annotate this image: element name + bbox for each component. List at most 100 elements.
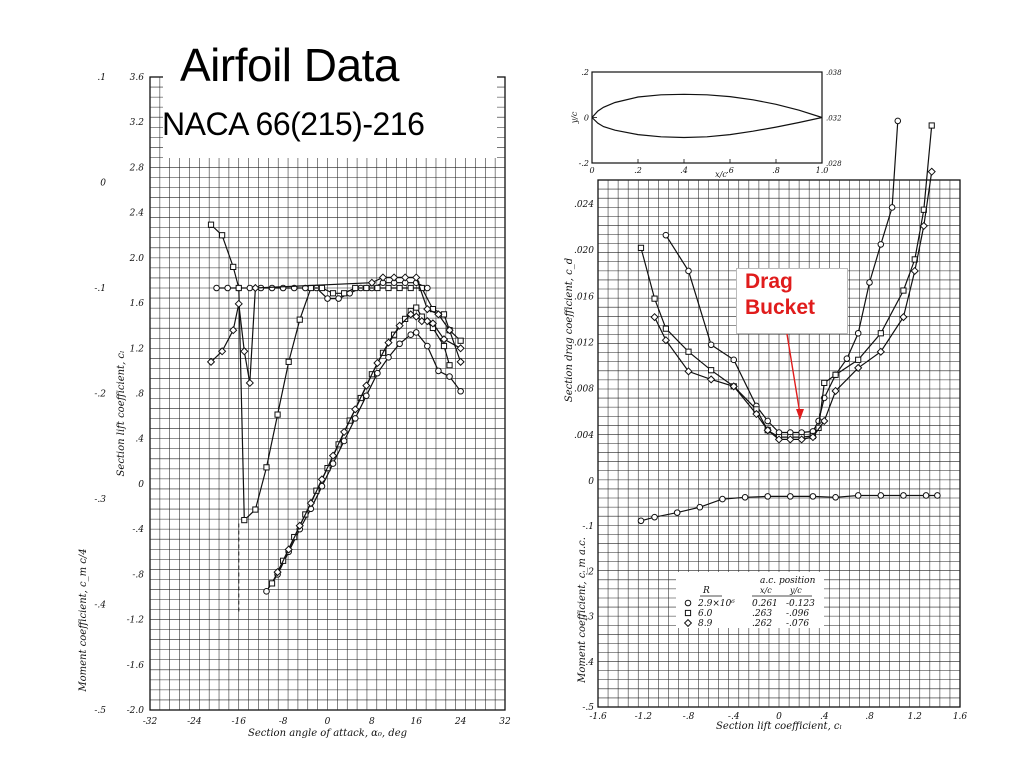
lift-y-tick: 1.6 (130, 299, 145, 309)
profile-x-tick: .2 (634, 166, 642, 175)
lift-circle-point (412, 329, 420, 336)
lift-square-point (413, 304, 420, 311)
lift-x-tick: 32 (499, 717, 511, 727)
legend-sub-y: y/c (789, 586, 802, 595)
profile-y2-tick: .032 (826, 115, 842, 123)
lift-square-point (440, 342, 448, 350)
drag-square-point (821, 379, 828, 386)
drag-square-point (832, 371, 839, 378)
lift-circle-point (340, 437, 348, 445)
drag-square-point (855, 356, 862, 363)
profile-upper-line (591, 93, 823, 119)
lift-moment-tick: -.2 (94, 390, 106, 400)
drag-moment-tick: -.1 (582, 522, 594, 532)
drag-moment-circle-point (854, 492, 862, 499)
lift-moment-diamond-point (389, 273, 399, 282)
drag-x-tick: -1.2 (635, 712, 653, 722)
lift-grid (149, 76, 506, 711)
drag-moment-tick: -.4 (582, 658, 594, 668)
lift-square-point (402, 315, 409, 322)
drag-square-point (877, 330, 884, 337)
drag-circle-point (730, 356, 738, 364)
lift-circle-point (374, 369, 381, 377)
lift-y-tick: 1.2 (130, 344, 145, 354)
lift-diamond-point (417, 317, 426, 326)
lift-moment-diamond-point (423, 304, 432, 314)
lift-diamond-point (406, 310, 415, 319)
drag-diamond-point (752, 409, 761, 419)
lift-y-tick: 2.4 (129, 209, 145, 219)
lift-moment-square-point (341, 290, 348, 297)
drag-square-point (651, 295, 658, 302)
lift-x-label: Section angle of attack, α₀, deg (248, 728, 407, 739)
lift-x-tick: 0 (325, 717, 331, 727)
lift-moment-diamond-point (445, 326, 454, 335)
lift-diamond-point (328, 451, 338, 460)
lift-circle-point (424, 342, 431, 350)
profile-y-tick: 0 (584, 114, 589, 123)
drag-y-tick: .008 (574, 385, 594, 395)
lift-moment-square-point (219, 232, 226, 239)
lift-diamond-point (428, 319, 437, 328)
drag-diamond-point (831, 386, 840, 396)
drag-circle-point (662, 231, 670, 239)
drag-y-tick: .012 (574, 339, 594, 349)
lift-y-tick: 2.0 (129, 254, 145, 264)
drag-square-point (815, 424, 822, 432)
lift-y-tick: 2.8 (129, 163, 145, 173)
drag-diamond-point (661, 336, 670, 345)
drag-diamond-point (899, 313, 908, 322)
title-backdrop (163, 36, 497, 158)
profile-frame (591, 71, 823, 164)
lift-diamond-point (373, 358, 382, 368)
legend-row-r: 2.9×10⁶ (697, 599, 735, 609)
lift-circle-point (407, 331, 415, 339)
lift-square-line (271, 306, 451, 584)
lift-diamond-series (273, 310, 465, 577)
drag-moment-circle-point (809, 493, 817, 500)
drag-circle-point (877, 241, 885, 248)
lift-circle-point (351, 415, 359, 422)
drag-square-point (708, 367, 715, 374)
lift-y-tick: -.4 (132, 525, 144, 535)
drag-circle-point (764, 417, 771, 425)
lift-moment-diamond-point (401, 273, 410, 282)
legend-row-xc: .262 (752, 619, 772, 629)
lift-circle-point (385, 354, 392, 361)
legend-row-xc: 0.261 (752, 599, 778, 609)
lift-y-tick: 0 (138, 480, 144, 490)
drag-moment-circle-point (651, 513, 658, 521)
legend-marker (683, 618, 693, 628)
lift-moment-diamond-point (434, 310, 443, 319)
drag-diamond-point (707, 375, 716, 384)
profile-data (591, 93, 823, 139)
lift-x-tick: -32 (143, 717, 158, 727)
drag-circle-point (843, 355, 851, 362)
drag-x-tick: 1.6 (953, 712, 968, 722)
lift-moment-circle-point (335, 295, 342, 302)
lift-x-tick: 8 (369, 717, 375, 727)
lift-moment-diamond-series (206, 273, 465, 388)
drag-x-tick: 0 (776, 712, 782, 722)
lift-moment-square-point (407, 284, 414, 292)
lift-moment-square-point (285, 358, 292, 365)
drag-diamond-point (808, 433, 818, 442)
drag-y-tick: .020 (574, 246, 594, 256)
drag-diamond-point (876, 347, 885, 356)
drag-bucket-callout: Drag Bucket (736, 268, 848, 334)
lift-y-tick: .8 (135, 390, 144, 400)
drag-circle-point (894, 117, 902, 125)
drag-y-tick: .004 (574, 431, 594, 441)
lift-diamond-point (384, 338, 393, 347)
drag-moment-circle-point (832, 493, 839, 501)
lift-moment-square-point (385, 284, 392, 292)
lift-y-tick: 3.6 (130, 73, 145, 83)
drag-diamond-series (650, 167, 936, 444)
lift-moment-circle-point (279, 284, 287, 292)
callout-line-1: Drag (745, 270, 793, 293)
lift-x-tick: -16 (232, 717, 247, 727)
drag-diamond-point (854, 363, 863, 372)
profile-upper-series (591, 93, 823, 119)
lift-diamond-point (412, 312, 421, 321)
